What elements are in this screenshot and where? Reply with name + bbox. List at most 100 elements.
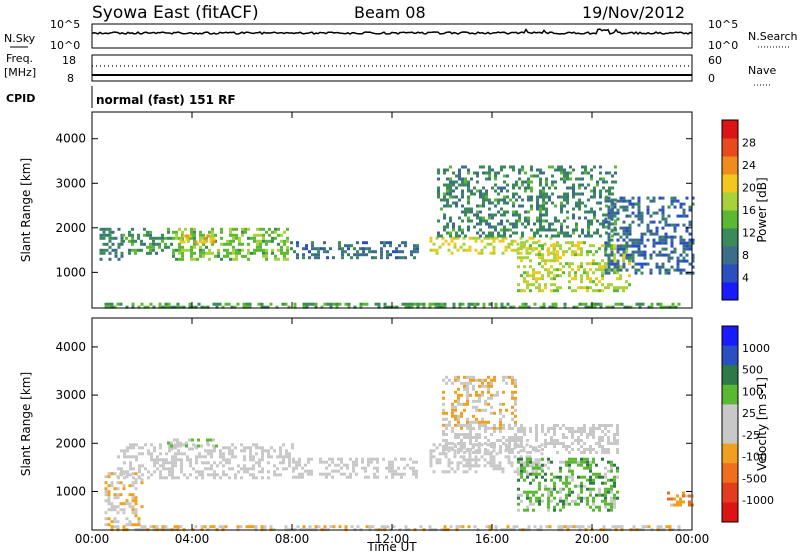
velocity-cell <box>376 466 379 470</box>
velocity-cell <box>457 420 460 424</box>
power-cell <box>556 244 559 248</box>
power-cell <box>286 239 289 243</box>
power-cell <box>605 204 608 208</box>
velocity-cell <box>520 430 523 433</box>
power-cell <box>535 241 538 245</box>
power-cell <box>568 241 571 245</box>
velocity-cell <box>276 455 279 459</box>
velocity-cell <box>535 496 538 500</box>
power-cell <box>676 214 680 218</box>
power-cell <box>548 186 551 190</box>
power-cell <box>587 171 590 175</box>
power-cell <box>640 238 644 242</box>
velocity-cell <box>135 455 138 459</box>
velocity-cell <box>484 451 487 454</box>
velocity-cell <box>449 525 453 529</box>
velocity-cell <box>415 472 418 476</box>
power-cell <box>628 238 632 242</box>
velocity-cell <box>447 449 451 453</box>
power-cell <box>545 183 548 187</box>
power-cell <box>389 253 392 257</box>
power-cell <box>506 201 509 205</box>
power-cell <box>595 268 598 272</box>
power-cell <box>569 186 572 190</box>
velocity-cell <box>613 439 616 442</box>
power-cell <box>256 233 259 237</box>
power-cell <box>607 238 611 242</box>
velocity-cell <box>529 472 532 476</box>
power-cell <box>524 210 527 214</box>
velocity-cell <box>577 448 580 451</box>
velocity-cell <box>349 475 352 479</box>
power-cell <box>544 262 547 266</box>
power-cell <box>602 213 605 217</box>
velocity-cell <box>601 424 604 427</box>
velocity-cell <box>526 463 529 467</box>
power-cell <box>467 210 470 214</box>
velocity-cell <box>592 460 595 464</box>
power-cell <box>435 236 439 240</box>
power-cell <box>596 180 599 184</box>
velocity-cell <box>185 441 188 445</box>
power-cell <box>515 231 518 235</box>
power-cell <box>596 201 599 205</box>
power-cell <box>536 228 539 232</box>
velocity-cell <box>531 446 535 450</box>
velocity-cell <box>134 487 138 491</box>
velocity-cell <box>580 457 583 461</box>
power-cell <box>512 222 515 226</box>
velocity-cell <box>478 384 481 388</box>
power-cell <box>453 236 457 240</box>
velocity-cell <box>513 455 517 459</box>
power-cell <box>220 257 223 261</box>
power-cell <box>563 219 566 223</box>
power-cell <box>572 189 575 193</box>
power-cell <box>538 286 541 290</box>
power-cell <box>468 245 472 249</box>
velocity-cell <box>504 443 508 447</box>
power-cell <box>559 268 562 272</box>
velocity-cell <box>442 433 445 436</box>
velocity-colorbar-frame <box>721 325 739 523</box>
velocity-cell <box>592 496 595 500</box>
velocity-cell <box>610 466 613 470</box>
velocity-cell <box>134 481 138 485</box>
power-cell <box>182 305 186 309</box>
velocity-cell <box>296 525 300 529</box>
power-cell <box>523 277 526 281</box>
power-cell <box>547 247 550 251</box>
velocity-cell <box>616 475 619 479</box>
power-cell <box>557 165 560 169</box>
velocity-cell <box>475 436 478 439</box>
power-cell <box>172 254 175 258</box>
power-cell <box>553 244 556 248</box>
power-cell <box>440 234 443 238</box>
power-cell <box>452 171 455 175</box>
power-cell <box>613 259 616 263</box>
velocity-cell <box>490 411 493 415</box>
velocity-cell <box>113 493 117 497</box>
power-cell <box>673 247 677 251</box>
power-cell <box>253 239 256 243</box>
velocity-cell <box>428 525 432 529</box>
velocity-cell <box>258 461 261 465</box>
power-cell <box>211 242 214 246</box>
power-cell <box>565 262 568 266</box>
power-cell <box>661 262 665 266</box>
velocity-cell <box>128 493 132 497</box>
power-cell <box>494 228 497 232</box>
power-cell <box>529 265 532 269</box>
power-cell <box>488 207 491 211</box>
power-cell <box>167 305 171 309</box>
power-cell <box>161 248 164 252</box>
velocity-cell <box>481 381 484 385</box>
velocity-cell <box>574 484 577 488</box>
velocity-cell <box>556 439 559 442</box>
power-cell <box>560 165 563 169</box>
velocity-cell <box>537 449 541 453</box>
power-cell <box>604 253 608 257</box>
velocity-cell <box>117 476 120 480</box>
velocity-cell <box>322 460 325 464</box>
power-cell <box>479 195 482 199</box>
velocity-cell <box>490 451 493 454</box>
